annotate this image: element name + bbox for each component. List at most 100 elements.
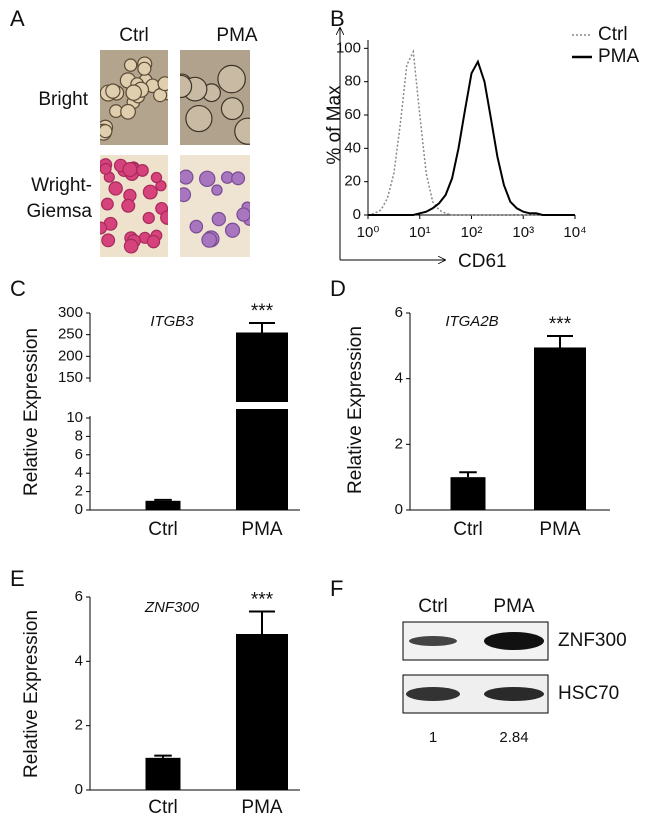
y-tick-label: 8 bbox=[75, 427, 83, 444]
cell bbox=[100, 197, 114, 211]
x-tick-label: 10² bbox=[461, 224, 483, 241]
y-tick-label: 2 bbox=[75, 717, 83, 734]
panel-letter: D bbox=[330, 276, 346, 301]
x-tick-label: PMA bbox=[539, 519, 581, 540]
y-tick-label: 300 bbox=[58, 304, 83, 321]
error-bar bbox=[249, 321, 275, 333]
band bbox=[406, 687, 460, 701]
band-label: HSC70 bbox=[558, 683, 619, 704]
column-label: Ctrl bbox=[119, 25, 149, 46]
significance: *** bbox=[251, 301, 274, 322]
bar bbox=[145, 500, 181, 510]
chart-title: ITGB3 bbox=[150, 313, 194, 330]
cells bbox=[100, 56, 250, 254]
y-axis-label: Relative Expression bbox=[21, 610, 42, 778]
cell bbox=[150, 171, 163, 184]
x-tick-label: 10¹ bbox=[409, 224, 431, 241]
band bbox=[484, 632, 544, 650]
y-tick-label: 150 bbox=[58, 369, 83, 386]
cell bbox=[217, 64, 246, 94]
error-bar bbox=[459, 471, 477, 478]
legend-label: PMA bbox=[598, 46, 640, 67]
cell bbox=[105, 83, 121, 99]
cell bbox=[142, 211, 155, 225]
cell bbox=[198, 170, 216, 188]
cell bbox=[231, 171, 246, 186]
y-tick-label: 2 bbox=[75, 483, 83, 500]
cell bbox=[236, 207, 250, 222]
cell bbox=[224, 222, 241, 238]
panel-letter: A bbox=[10, 6, 25, 31]
x-axis-label: CD61 bbox=[458, 251, 507, 272]
error-bar bbox=[154, 498, 172, 501]
cell-group bbox=[100, 56, 168, 141]
y-tick-label: 6 bbox=[75, 446, 83, 463]
cell bbox=[125, 84, 142, 101]
cell bbox=[120, 103, 136, 120]
y-axis-label: Relative Expression bbox=[21, 328, 42, 496]
bar bbox=[450, 477, 486, 510]
legend-label: Ctrl bbox=[598, 24, 628, 45]
y-axis-label: % of Max bbox=[324, 85, 345, 165]
series-line bbox=[368, 59, 575, 216]
y-tick-label: 4 bbox=[75, 652, 83, 669]
cell bbox=[137, 61, 152, 76]
cell bbox=[211, 184, 223, 196]
significance: *** bbox=[251, 589, 274, 610]
cell bbox=[220, 97, 244, 121]
y-tick-label: 40 bbox=[344, 139, 361, 156]
x-tick-label: 10⁴ bbox=[563, 224, 586, 241]
cell bbox=[185, 104, 213, 133]
error-bar bbox=[154, 754, 172, 758]
x-tick-label: PMA bbox=[241, 797, 283, 818]
row-label: Giemsa bbox=[27, 201, 93, 222]
quantification: 1 bbox=[429, 729, 437, 746]
y-tick-label: 0 bbox=[353, 206, 361, 223]
cell bbox=[142, 184, 158, 200]
bar bbox=[236, 332, 288, 510]
cell bbox=[136, 164, 149, 177]
cell bbox=[123, 238, 139, 254]
error-bar bbox=[249, 610, 275, 634]
panel-letter: B bbox=[330, 6, 345, 31]
x-tick-label: 10³ bbox=[512, 224, 534, 241]
lane-label: Ctrl bbox=[418, 596, 448, 617]
row-label: Bright bbox=[38, 89, 88, 110]
y-axis-label: Relative Expression bbox=[345, 326, 366, 494]
lane-label: PMA bbox=[493, 596, 535, 617]
y-tick-label: 100 bbox=[336, 39, 361, 56]
cell bbox=[100, 162, 112, 175]
cell bbox=[123, 58, 138, 72]
quantification: 2.84 bbox=[499, 729, 528, 746]
cell-group bbox=[180, 64, 250, 145]
cell bbox=[180, 74, 193, 99]
band bbox=[484, 687, 544, 701]
x-tick-label: Ctrl bbox=[148, 519, 178, 540]
panel-letter: E bbox=[10, 566, 25, 591]
cell bbox=[180, 169, 194, 185]
axis-break bbox=[235, 402, 289, 409]
panel-letter: C bbox=[10, 276, 26, 301]
row-label: Wright- bbox=[31, 175, 92, 196]
y-tick-label: 2 bbox=[395, 435, 403, 452]
significance: *** bbox=[549, 314, 572, 335]
cell bbox=[101, 233, 116, 248]
cell bbox=[100, 124, 113, 139]
cell-group bbox=[100, 158, 168, 254]
cell bbox=[108, 181, 123, 196]
cell bbox=[100, 221, 108, 235]
cell bbox=[122, 161, 138, 178]
cell bbox=[146, 234, 161, 249]
column-label: PMA bbox=[216, 25, 258, 46]
bar bbox=[236, 633, 288, 790]
cell bbox=[189, 219, 204, 234]
bar bbox=[534, 347, 586, 510]
band bbox=[409, 636, 457, 646]
chart-title: ITGA2B bbox=[445, 313, 498, 330]
cell bbox=[180, 187, 192, 203]
cell-group bbox=[180, 169, 250, 248]
band-label: ZNF300 bbox=[558, 630, 627, 651]
cell bbox=[234, 117, 250, 145]
cell bbox=[157, 76, 168, 92]
y-tick-label: 250 bbox=[58, 326, 83, 343]
